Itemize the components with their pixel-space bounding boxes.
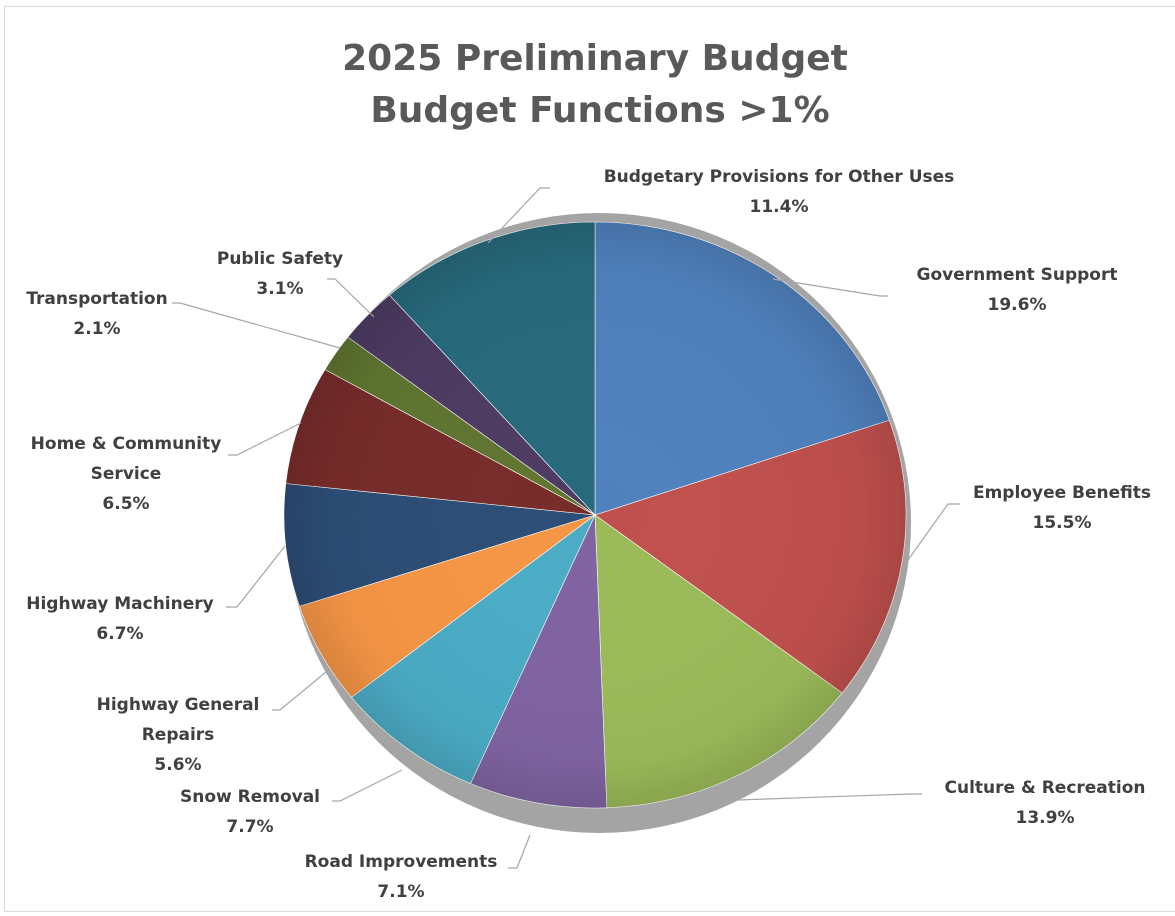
category-label-road-improvements: Road Improvements xyxy=(305,852,498,872)
category-label-home-and-community-service-1: Home & Community xyxy=(31,434,222,454)
category-label-highway-machinery: Highway Machinery xyxy=(26,594,213,614)
leader-line-employee-benefits xyxy=(902,503,960,568)
data-label-budgetary-provisions-for-other-uses: 11.4% xyxy=(750,197,809,217)
data-label-highway-general-repairs: 5.6% xyxy=(154,755,201,775)
chart-title-line-2: Budget Functions >1% xyxy=(370,90,829,131)
category-label-government-support: Government Support xyxy=(917,265,1118,285)
pie-slices xyxy=(283,221,907,809)
leader-line-public-safety xyxy=(327,278,375,318)
category-label-snow-removal: Snow Removal xyxy=(180,787,320,807)
data-label-government-support: 19.6% xyxy=(988,295,1047,315)
data-label-employee-benefits: 15.5% xyxy=(1033,513,1092,533)
slice-labels: Government Support 19.6% Employee Benefits… xyxy=(26,167,1151,902)
leader-line-highway-general-repairs xyxy=(272,671,327,711)
leader-line-home-and-community-service xyxy=(228,422,302,456)
leader-line-budgetary-provisions-for-other-uses xyxy=(487,187,550,244)
leader-line-transportation xyxy=(172,302,341,349)
chart-title-line-1: 2025 Preliminary Budget xyxy=(342,38,848,79)
data-label-transportation: 2.1% xyxy=(73,319,120,339)
category-label-highway-general-repairs-1: Highway General xyxy=(97,695,260,715)
leader-line-snow-removal xyxy=(332,769,403,802)
leader-line-road-improvements xyxy=(508,834,531,869)
leader-line-highway-machinery xyxy=(226,545,286,608)
chart-frame xyxy=(4,6,1175,912)
leader-line-government-support xyxy=(772,278,888,297)
data-label-snow-removal: 7.7% xyxy=(226,817,273,837)
category-label-home-and-community-service-2: Service xyxy=(91,464,162,484)
leader-line-culture-and-recreation xyxy=(737,793,922,801)
category-label-employee-benefits: Employee Benefits xyxy=(973,483,1151,503)
data-label-culture-and-recreation: 13.9% xyxy=(1016,808,1075,828)
category-label-transportation: Transportation xyxy=(26,289,167,309)
category-label-highway-general-repairs-2: Repairs xyxy=(142,725,215,745)
category-label-public-safety: Public Safety xyxy=(217,249,343,269)
category-label-culture-and-recreation: Culture & Recreation xyxy=(944,778,1145,798)
leader-lines xyxy=(172,187,960,869)
data-label-highway-machinery: 6.7% xyxy=(96,624,143,644)
data-label-road-improvements: 7.1% xyxy=(377,882,424,902)
data-label-home-and-community-service: 6.5% xyxy=(102,494,149,514)
category-label-budgetary-provisions-for-other-uses: Budgetary Provisions for Other Uses xyxy=(604,167,955,187)
data-label-public-safety: 3.1% xyxy=(256,279,303,299)
